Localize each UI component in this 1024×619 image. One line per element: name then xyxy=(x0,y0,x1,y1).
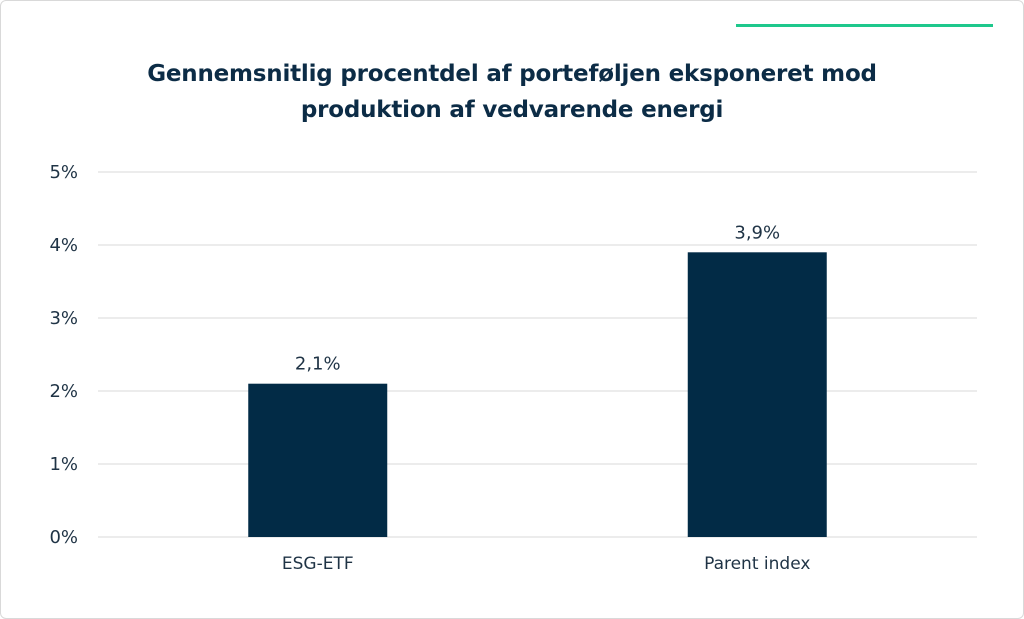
y-tick-label: 4% xyxy=(49,235,78,256)
bar-parent-index xyxy=(687,252,827,538)
category-labels: ESG-ETF Parent index xyxy=(282,554,811,574)
accent-line xyxy=(736,24,993,27)
chart-title: Gennemsnitlig procentdel af porteføljen … xyxy=(40,56,984,128)
y-tick-label: 1% xyxy=(49,454,78,475)
value-labels: 2,1% 3,9% xyxy=(295,222,780,374)
y-tick-label: 5% xyxy=(49,162,78,183)
y-axis-tick-labels: 0% 1% 2% 3% 4% 5% xyxy=(49,162,78,548)
value-label: 3,9% xyxy=(734,222,780,243)
y-tick-label: 0% xyxy=(49,527,78,548)
chart-title-line-1: Gennemsnitlig procentdel af porteføljen … xyxy=(147,61,877,87)
category-label: Parent index xyxy=(704,554,810,574)
chart-title-line-2: produktion af vedvarende energi xyxy=(300,97,724,123)
y-tick-label: 3% xyxy=(49,308,78,329)
category-label: ESG-ETF xyxy=(282,554,354,574)
bars xyxy=(248,252,827,538)
value-label: 2,1% xyxy=(295,354,341,375)
y-tick-label: 2% xyxy=(49,381,78,402)
gridlines xyxy=(98,171,977,538)
bar-esg-etf xyxy=(248,383,388,537)
